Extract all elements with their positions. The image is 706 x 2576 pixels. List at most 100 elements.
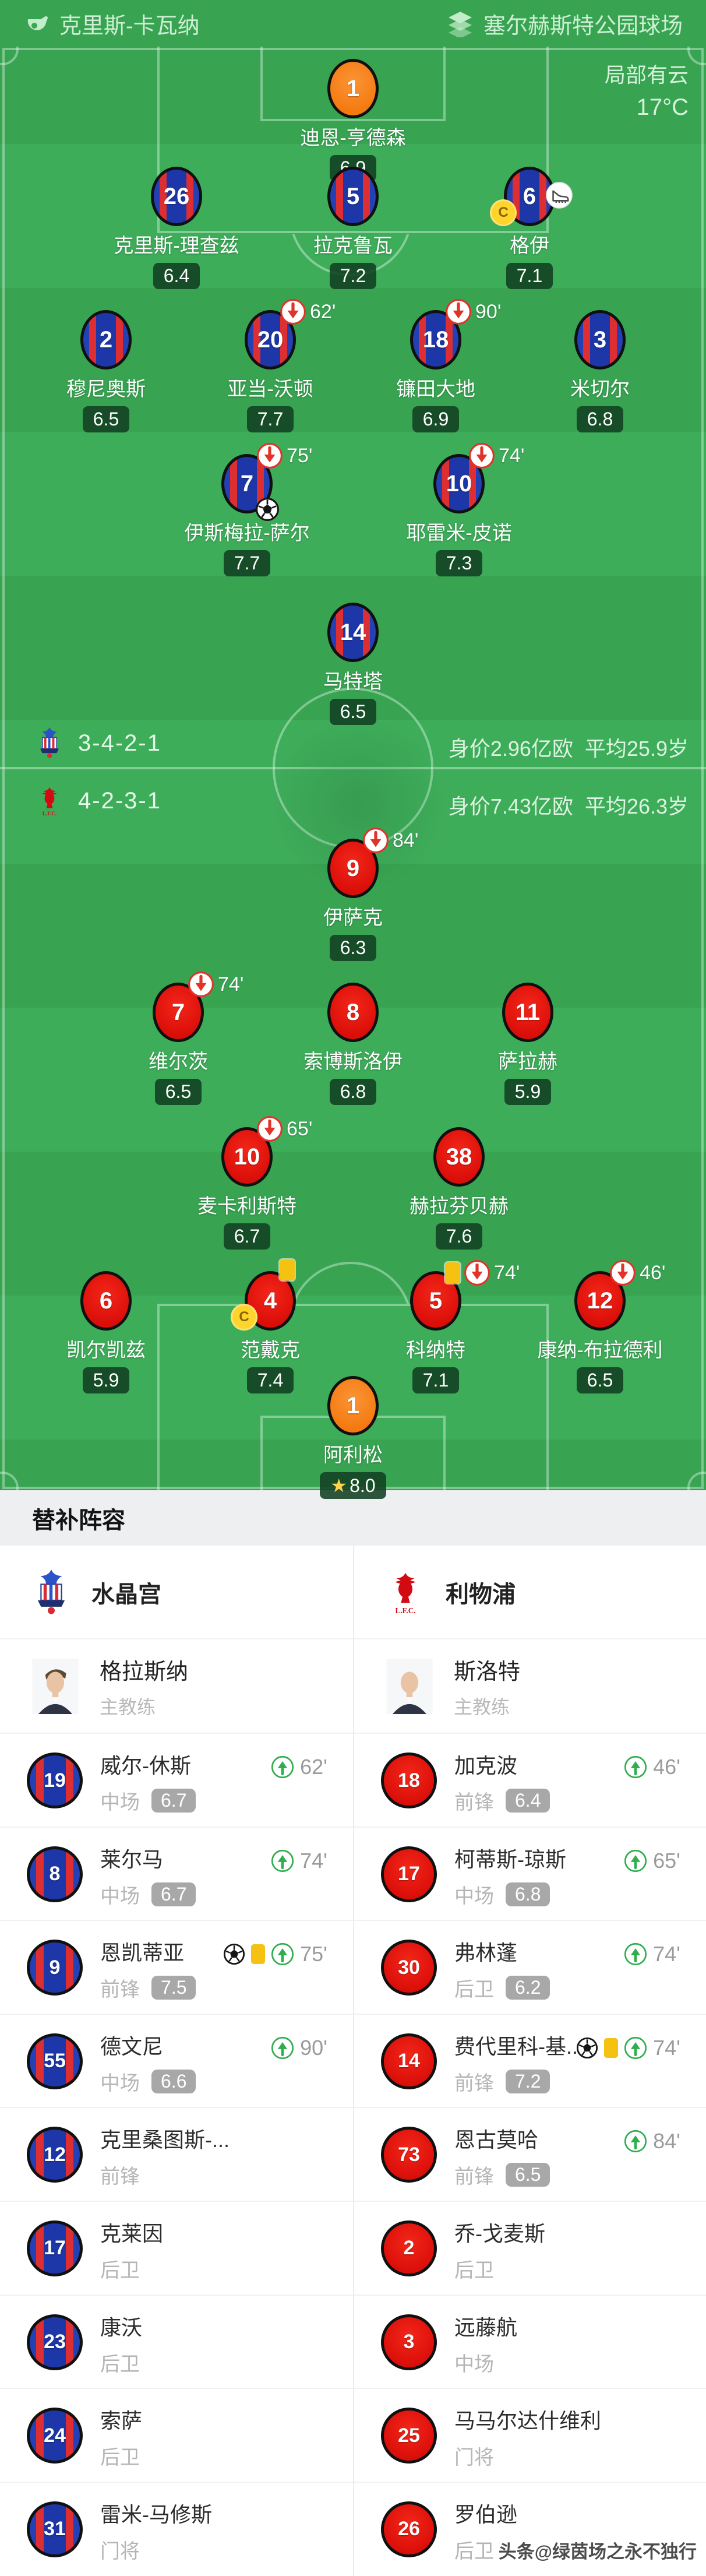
sub-player-row[interactable]: 3 远藤航 中场: [354, 2296, 706, 2390]
sub-player-row[interactable]: 30 弗林蓬 后卫 6.2 74': [354, 1921, 706, 2015]
sub-player-row[interactable]: 8 莱尔马 中场 6.7 74': [0, 1828, 353, 1922]
player-rating-pill: 6.5: [506, 2163, 550, 2187]
sub-off-icon: [257, 1116, 283, 1142]
player-rating: 6.4: [163, 265, 190, 286]
sub-player-row[interactable]: 14 费代里科-基... 前锋 7.2 74': [354, 2015, 706, 2109]
sub-off-icon: [257, 443, 283, 469]
sub-player-row[interactable]: 55 德文尼 中场 6.6 90': [0, 2015, 353, 2109]
assist-boot-icon: [546, 182, 573, 209]
player-rating: 7.4: [257, 1370, 284, 1391]
pitch-player[interactable]: 9 84' 伊萨克 6.3: [254, 828, 452, 961]
sub-player-row[interactable]: 17 克莱因 后卫: [0, 2202, 353, 2296]
sub-player-row[interactable]: 18 加克波 前锋 6.4 46': [354, 1734, 706, 1828]
pitch-player[interactable]: 1 阿利松 ★ 8.0: [254, 1376, 452, 1499]
player-name: 阿利松: [323, 1444, 383, 1466]
captain-badge: C: [231, 1304, 257, 1331]
team-row-home[interactable]: 水晶宫: [0, 1546, 353, 1639]
team-row-away[interactable]: L.F.C. 利物浦: [354, 1546, 706, 1639]
pitch-player[interactable]: 7 74' 维尔茨 6.5: [79, 972, 277, 1105]
player-name: 格伊: [510, 235, 549, 257]
player-rating-pill: 6.8: [506, 1882, 550, 1906]
sub-off-icon: [464, 1260, 490, 1286]
player-name: 米切尔: [570, 378, 630, 400]
sub-off-minute: 65': [287, 1117, 313, 1140]
pitch-player[interactable]: 7 75' 伊斯梅拉-萨尔 7.7: [148, 443, 346, 576]
player-jersey: 2: [381, 2220, 437, 2276]
sub-player-row[interactable]: 25 马马尔达什维利 门将: [354, 2389, 706, 2483]
sub-player-row[interactable]: 2 乔-戈麦斯 后卫: [354, 2202, 706, 2296]
away-formation-row: L.F.C. 4-2-3-1: [36, 784, 161, 817]
pitch-player[interactable]: 14 马特塔 6.5: [254, 603, 452, 725]
player-rating-pill: 7.6: [435, 1223, 483, 1250]
player-number: 17: [398, 1863, 420, 1885]
player-number: 5: [346, 183, 360, 209]
sub-player-row[interactable]: 9 恩凯蒂亚 前锋 7.5 75': [0, 1921, 353, 2015]
player-name: 伊萨克: [323, 907, 383, 929]
player-rating-pill: 7.1: [506, 263, 553, 289]
player-jersey: 3: [574, 310, 626, 369]
pitch-player[interactable]: 6 C 格伊 7.1: [430, 167, 629, 289]
player-rating: 7.7: [257, 409, 284, 430]
sub-off-minute: 62': [310, 300, 336, 323]
player-name: 克里桑图斯-...: [100, 2128, 230, 2152]
player-name: 萨拉赫: [498, 1051, 557, 1073]
player-rating-pill: 6.7: [223, 1223, 271, 1250]
player-position: 后卫: [454, 1979, 494, 2001]
weather-condition: 局部有云: [604, 63, 689, 87]
pitch-player[interactable]: 12 46' 康纳-布拉德利 6.5: [501, 1260, 699, 1393]
player-name: 伊斯梅拉-萨尔: [184, 522, 310, 544]
pitch-player[interactable]: 20 62' 亚当-沃顿 7.7: [171, 299, 369, 432]
pitch-player[interactable]: 11 萨拉赫 5.9: [429, 983, 627, 1105]
pitch-player[interactable]: 6 凯尔凯兹 5.9: [7, 1271, 205, 1393]
player-number: 6: [523, 183, 536, 209]
stadium-info: 塞尔赫斯特公园球场: [446, 8, 683, 40]
player-number: 3: [593, 326, 607, 353]
player-number: 7: [240, 470, 254, 497]
pitch-player[interactable]: 10 65' 麦卡利斯特 6.7: [148, 1116, 346, 1250]
player-number: 26: [398, 2518, 420, 2540]
player-rating-pill: 6.7: [151, 1789, 196, 1813]
player-jersey: 19: [27, 1752, 83, 1808]
sub-player-row[interactable]: 24 索萨 后卫: [0, 2389, 353, 2483]
sub-player-row[interactable]: 31 雷米-马修斯 门将: [0, 2483, 353, 2576]
sub-off-minute: 74': [494, 1261, 520, 1284]
pitch-player[interactable]: 18 90' 镰田大地 6.9: [337, 299, 535, 432]
pitch-player[interactable]: 5 拉克鲁瓦 7.2: [254, 167, 452, 289]
sub-player-row[interactable]: 23 康沃 后卫: [0, 2296, 353, 2390]
status-badges: 75': [223, 1942, 327, 1966]
player-jersey: 8: [27, 1846, 83, 1902]
away-team-badge: L.F.C.: [36, 784, 63, 817]
sub-player-row[interactable]: 26 罗伯逊 后卫: [354, 2483, 706, 2576]
pitch-player[interactable]: 2 穆尼奥斯 6.5: [7, 310, 205, 432]
pitch-player[interactable]: 8 索博斯洛伊 6.8: [254, 983, 452, 1105]
sub-on-minute: 90': [300, 2035, 327, 2060]
sub-player-row[interactable]: 19 威尔-休斯 中场 6.7 62': [0, 1734, 353, 1828]
player-position: 中场: [100, 1792, 140, 1814]
pitch-player[interactable]: 10 74' 耶雷米-皮诺 7.3: [360, 443, 558, 576]
pitch-player[interactable]: 4 C 范戴克 7.4: [171, 1259, 369, 1393]
sub-player-row[interactable]: 17 柯蒂斯-琼斯 中场 6.8 65': [354, 1828, 706, 1922]
player-jersey: 2: [80, 310, 132, 369]
player-name: 维尔茨: [149, 1051, 208, 1073]
pitch-player[interactable]: 38 赫拉芬贝赫 7.6: [360, 1127, 558, 1250]
sub-player-row[interactable]: 12 克里桑图斯-... 前锋: [0, 2108, 353, 2202]
player-jersey: 31: [27, 2501, 83, 2557]
player-rating: 7.1: [516, 265, 543, 286]
goal-icon: [577, 2037, 598, 2058]
status-badges: 90': [445, 298, 501, 325]
pitch-player[interactable]: 1 迪恩-亨德森 6.9: [254, 59, 452, 181]
sub-off-icon: [469, 443, 495, 469]
manager-row-away[interactable]: 斯洛特 主教练: [354, 1639, 706, 1734]
player-rating-pill: 7.3: [435, 550, 483, 576]
away-team-meta: 身价7.43亿欧 平均26.3岁: [448, 794, 689, 818]
subs-section: 水晶宫 格拉斯纳 主教练 19 威尔-休斯 中场 6.7 62' 8 莱尔马: [0, 1546, 706, 2576]
player-position: 前锋: [454, 2072, 494, 2095]
star-icon: ★: [330, 1475, 348, 1496]
player-name: 马特塔: [323, 671, 383, 693]
pitch-player[interactable]: 26 克里斯-理查兹 6.4: [77, 167, 276, 289]
player-name: 费代里科-基...: [454, 2034, 584, 2058]
pitch-player[interactable]: 5 74' 科纳特 7.1: [337, 1260, 535, 1393]
pitch-player[interactable]: 3 米切尔 6.8: [501, 310, 699, 432]
manager-row-home[interactable]: 格拉斯纳 主教练: [0, 1639, 353, 1734]
sub-player-row[interactable]: 73 恩古莫哈 前锋 6.5 84': [354, 2108, 706, 2202]
